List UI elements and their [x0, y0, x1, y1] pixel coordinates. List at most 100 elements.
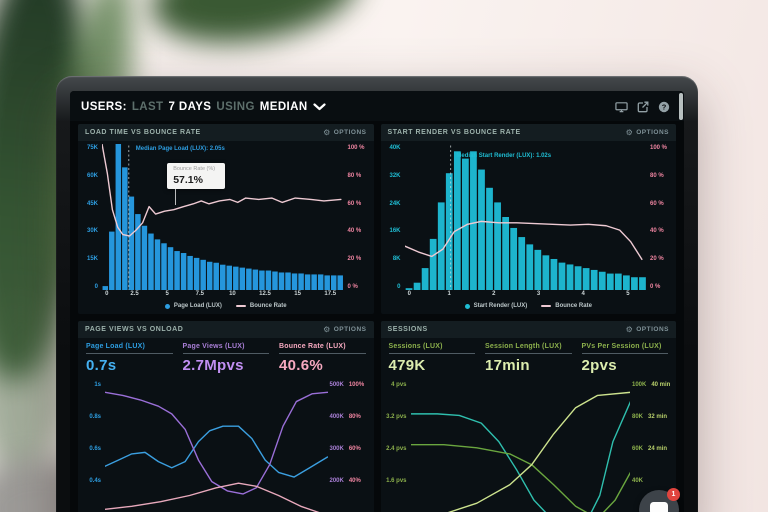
y-tick: 2.4 pvs — [386, 446, 407, 452]
x-tick: 3 — [536, 291, 541, 297]
y-tick: 0 % — [650, 283, 661, 290]
y-tick: 20 % — [650, 256, 664, 263]
options-button[interactable]: ⚙ OPTIONS — [323, 324, 366, 334]
gear-icon: ⚙ — [323, 324, 331, 334]
chat-launcher-button[interactable]: 1 — [639, 488, 680, 512]
plot-area: Median Page Load (LUX): 2.05s Bounce Rat… — [102, 144, 344, 290]
x-tick: 10 — [229, 291, 236, 297]
y-axis-right: 100 % 80 % 60 % 40 % 20 % 0 % — [344, 144, 374, 290]
x-tick: 2 — [492, 291, 496, 297]
panel-sessions: SESSIONS ⚙ OPTIONS Sessions (LUX) 479K S… — [380, 321, 677, 512]
y-tick: 24K — [389, 200, 401, 207]
metric-bounce-rate: Bounce Rate (LUX) 40.6% — [279, 343, 366, 374]
x-axis: 0 2.5 5 7.5 10 12.5 15 17.5 — [102, 290, 344, 300]
scrollbar-thumb[interactable] — [679, 93, 683, 120]
dashboard-screen: USERS: LAST 7 DAYS USING MEDIAN ? — [70, 91, 684, 512]
y-tick: 40% — [348, 478, 361, 484]
options-button[interactable]: ⚙ OPTIONS — [626, 325, 669, 334]
options-label: OPTIONS — [333, 129, 367, 136]
y-tick: 80K — [632, 414, 644, 420]
timeframe-dropdown[interactable]: USERS: LAST 7 DAYS USING MEDIAN — [81, 101, 326, 113]
metric-value: 17min — [485, 357, 530, 374]
y-tick: 0.4s — [89, 478, 101, 484]
x-tick: 2.5 — [130, 291, 139, 297]
chat-bubble-icon — [650, 502, 668, 512]
y-tick: 60K — [632, 446, 644, 452]
x-tick: 15 — [294, 291, 301, 297]
gear-icon: ⚙ — [323, 127, 331, 137]
y-tick: 1.6 pvs — [386, 478, 407, 484]
notification-badge: 1 — [667, 488, 680, 501]
y-axis-right: 100 % 80 % 60 % 40 % 20 % 0 % — [646, 144, 676, 290]
metric-label: PVs Per Session (LUX) — [581, 343, 668, 354]
last-label: LAST — [131, 101, 164, 113]
svg-text:?: ? — [662, 103, 667, 112]
options-button[interactable]: ⚙ OPTIONS — [625, 127, 669, 137]
sessions-svg — [411, 380, 631, 512]
metric-value: 479K — [388, 357, 426, 374]
panel-title: LOAD TIME VS BOUNCE RATE — [85, 129, 201, 136]
y-axis-right: 500K 100% 400K 80% 300K 60% 200K 40% — [328, 380, 374, 512]
app-header: USERS: LAST 7 DAYS USING MEDIAN ? — [70, 91, 684, 121]
sessions-chart: 4 pvs 3.2 pvs 2.4 pvs 1.6 pvs 100K 40 min… — [381, 377, 677, 512]
metric-value: 2pvs — [581, 357, 617, 374]
y-tick: 0 — [94, 283, 98, 290]
options-label: OPTIONS — [636, 129, 669, 136]
y-tick: 40 % — [650, 228, 664, 235]
y-tick: 20 % — [347, 256, 362, 263]
legend-start-render[interactable]: Start Render (LUX) — [464, 303, 527, 309]
y-tick: 1s — [94, 382, 101, 388]
header-icons: ? — [615, 101, 670, 113]
legend-bounce-rate[interactable]: Bounce Rate — [235, 303, 287, 309]
metric-label: Sessions (LUX) — [388, 343, 475, 354]
panel-title: START RENDER VS BOUNCE RATE — [387, 129, 521, 136]
y-tick: 0 — [397, 283, 401, 290]
metric-value: 2.7Mpvs — [182, 357, 244, 374]
x-tick: 7.5 — [195, 291, 204, 297]
help-icon[interactable]: ? — [658, 101, 670, 113]
metric-sessions: Sessions (LUX) 479K — [388, 343, 475, 374]
start-render-svg — [405, 144, 646, 290]
bounce-rate-tooltip: Bounce Rate (%) 57.1% — [167, 162, 226, 205]
y-tick: 100K — [632, 382, 647, 388]
options-button[interactable]: ⚙ OPTIONS — [323, 127, 367, 137]
panel-title: PAGE VIEWS VS ONLOAD — [85, 326, 184, 333]
legend-line-icon — [541, 305, 552, 307]
y-tick: 3.2 pvs — [386, 414, 407, 420]
metric-label: Bounce Rate (LUX) — [279, 343, 366, 354]
y-axis-left: 40K 32K 24K 16K 8K 0 — [381, 144, 405, 290]
legend-line-icon — [235, 305, 246, 307]
metric-label: Session Length (LUX) — [485, 343, 572, 354]
legend-dot-icon — [164, 303, 170, 309]
plot-area: Median Start Render (LUX): 1.02s — [405, 144, 647, 290]
y-tick: 100 % — [347, 145, 365, 151]
load-time-chart: 75K 60K 45K 30K 15K 0 Median Page Load (… — [78, 141, 374, 314]
metric-page-views: Page Views (LUX) 2.7Mpvs — [182, 343, 269, 374]
share-icon[interactable] — [637, 101, 649, 113]
x-axis: 0 1 2 3 4 5 — [405, 290, 647, 300]
legend-dot-icon — [464, 303, 470, 309]
display-icon[interactable] — [615, 101, 628, 113]
gear-icon: ⚙ — [625, 127, 634, 137]
legend-label: Bounce Rate — [555, 303, 592, 309]
y-axis-left: 75K 60K 45K 30K 15K 0 — [78, 144, 102, 290]
y-tick: 300K — [329, 446, 344, 452]
panel-sessions-header: SESSIONS ⚙ OPTIONS — [380, 321, 676, 338]
y-tick: 400K — [329, 414, 344, 420]
x-tick: 5 — [626, 291, 630, 297]
page-views-chart: 1s 0.8s 0.6s 0.4s 500K 100% 400K 80% — [78, 377, 374, 512]
metric-value: 0.7s — [86, 357, 117, 374]
y-tick: 15K — [86, 256, 98, 263]
x-tick: 4 — [581, 291, 585, 297]
x-tick: 0 — [105, 291, 109, 297]
y-tick: 4 pvs — [391, 382, 407, 388]
using-label: USING — [216, 101, 255, 113]
y-tick: 40 min — [651, 382, 671, 388]
panel-start-render-header: START RENDER VS BOUNCE RATE ⚙ OPTIONS — [380, 124, 676, 141]
users-label: USERS: — [81, 101, 127, 113]
monitor-bezel: USERS: LAST 7 DAYS USING MEDIAN ? — [56, 76, 698, 512]
y-tick: 0 % — [347, 283, 358, 290]
legend-bounce-rate[interactable]: Bounce Rate — [541, 303, 592, 309]
legend-page-load[interactable]: Page Load (LUX) — [164, 303, 222, 309]
